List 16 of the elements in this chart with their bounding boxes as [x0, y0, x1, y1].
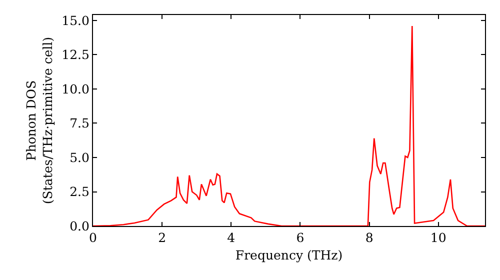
y-axis-title: Phonon DOS (States/THz·primitive cell)	[24, 36, 55, 204]
y-tick-label: 2.5	[70, 184, 90, 200]
x-tick-label: 2	[158, 230, 166, 245]
y-tick-label: 15.0	[62, 12, 90, 28]
x-axis-title: Frequency (THz)	[235, 247, 343, 262]
y-tick-label: 5.0	[70, 150, 90, 165]
y-tick-label: 10.0	[62, 81, 90, 96]
y-tick-label: 12.5	[62, 47, 90, 62]
y-tick-label: 7.5	[70, 116, 90, 131]
x-tick-label: 0	[89, 230, 98, 245]
x-tick-label: 6	[296, 230, 304, 245]
line-series	[93, 25, 485, 226]
x-tick-label: 8	[365, 230, 374, 245]
x-tick-label: 10	[430, 230, 446, 245]
x-tick-label: 4	[227, 230, 236, 245]
y-tick-label: 0.0	[70, 218, 90, 234]
